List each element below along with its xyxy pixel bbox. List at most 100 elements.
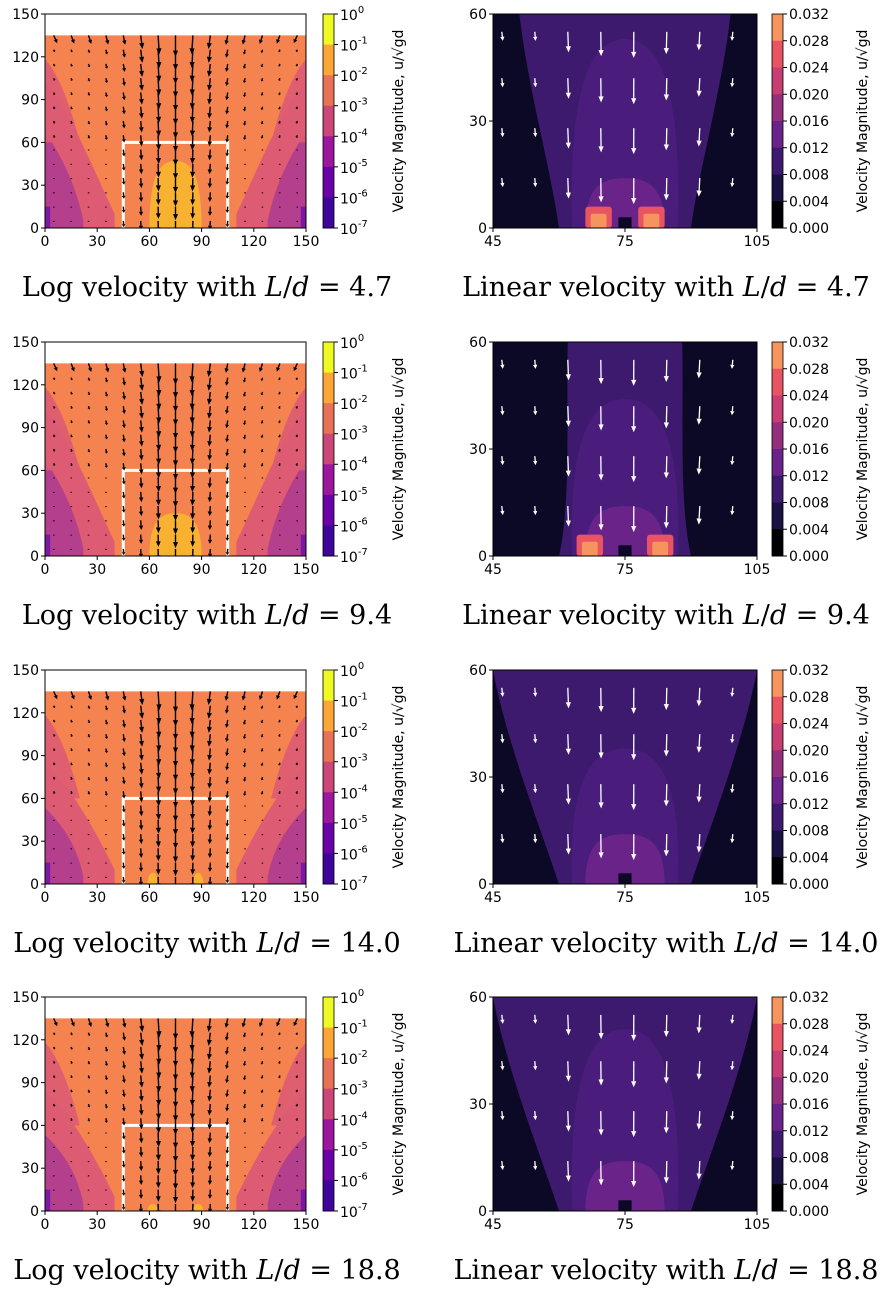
vector-2-5-head: [663, 800, 669, 807]
vector-6-9-shaft: [209, 135, 211, 142]
vector-6-9-head: [207, 1124, 213, 1130]
vector-9-8-shaft: [191, 748, 194, 760]
contour-band-left-inner: [45, 1134, 84, 1211]
vector-1-4-head: [121, 1192, 126, 1196]
vector-1-2-head: [87, 207, 90, 208]
vector-9-8-shaft: [191, 92, 194, 104]
vector-0-11-head: [243, 1204, 247, 1206]
vector-0-10-head: [225, 880, 230, 883]
vector-13-8-shaft: [191, 691, 194, 705]
vector-12-3-shaft: [105, 49, 108, 53]
vector-1-3-head: [104, 535, 108, 536]
vector-0-0-head: [500, 364, 505, 369]
vector-3-10-head: [225, 181, 230, 185]
vector-12-0-head: [52, 1033, 56, 1036]
x-tick-label-2: 105: [744, 890, 771, 906]
vector-5-12-head: [261, 477, 264, 479]
vector-1-8-head: [190, 869, 196, 875]
vector-9-13-head: [278, 93, 281, 96]
vector-10-8-head: [189, 89, 195, 96]
vector-8-13-head: [278, 435, 281, 438]
vector-8-6-head: [156, 116, 162, 123]
vector-2-5-head: [138, 1180, 144, 1185]
vector-12-6-head: [156, 389, 162, 397]
vector-7-0-head: [52, 1104, 56, 1107]
colorbar-label: Velocity Magnitude, u/√gd: [855, 30, 871, 213]
vector-13-1-head: [70, 695, 75, 700]
caption-6: Log velocity with L/d = 18.8: [13, 1255, 400, 1286]
vector-2-0-shaft: [501, 456, 504, 462]
vector-11-12-shaft: [261, 719, 264, 722]
y-tick-label-1: 30: [469, 770, 487, 786]
vector-0-2-head: [87, 1204, 90, 1206]
x-tick-label-3: 90: [193, 562, 211, 578]
colorbar-segment-5: [323, 1149, 334, 1181]
vector-11-11-head: [242, 66, 247, 69]
caption-0: Log velocity with L/d = 4.7: [22, 272, 392, 303]
vector-4-2-head: [87, 492, 90, 493]
y-tick-label-5: 150: [12, 990, 39, 1006]
y-tick-label-2: 60: [21, 463, 39, 479]
vector-9-8-head: [189, 1086, 195, 1093]
vector-0-1-head: [533, 364, 538, 369]
vector-11-12-shaft: [261, 1046, 264, 1049]
vector-10-6-head: [156, 417, 162, 424]
vector-13-11-shaft: [243, 691, 246, 697]
colorbar-segment-0: [323, 997, 334, 1029]
vector-10-9-head: [207, 412, 212, 419]
y-tick-label-1: 30: [21, 1161, 39, 1177]
vector-9-3-shaft: [105, 1075, 108, 1079]
vector-2-4-head: [121, 1178, 126, 1182]
vector-12-0-shaft: [53, 49, 55, 52]
vector-1-14-head: [295, 1189, 299, 1191]
vector-6-4-head: [121, 1121, 126, 1126]
vector-7-12-head: [260, 122, 264, 125]
colorbar-segment-1: [772, 40, 783, 68]
vector-12-7-head: [172, 392, 179, 399]
vector-10-0-head: [52, 407, 56, 409]
colorbar-tick-label-7: 0.004: [789, 194, 829, 210]
vector-2-14-head: [295, 1175, 299, 1177]
vector-8-7-head: [172, 1101, 179, 1108]
vector-9-1-head: [70, 749, 73, 752]
colorbar-tick-label-3: 10-3: [340, 97, 368, 116]
vector-3-11-head: [243, 178, 247, 180]
vector-12-5-shaft: [140, 705, 143, 714]
vector-10-2-head: [87, 79, 91, 82]
vector-8-6-head: [156, 444, 162, 451]
vector-0-2-shaft: [567, 31, 570, 47]
vector-7-1-head: [70, 778, 73, 780]
vector-0-13-head: [278, 221, 282, 223]
vector-7-9-shaft: [209, 776, 211, 784]
colorbar-segment-1: [323, 1027, 334, 1059]
vector-12-4-shaft: [122, 705, 125, 711]
vector-3-2-head: [87, 178, 90, 180]
vector-11-14-shaft: [296, 63, 298, 66]
vector-5-6-head: [155, 813, 162, 821]
vector-0-0-head: [500, 692, 505, 697]
colorbar-tick-label-0: 100: [340, 661, 364, 680]
jet-lobe-1: [192, 872, 204, 884]
centre-gap: [618, 545, 632, 556]
colorbar-tick-label-1: 10-1: [340, 1019, 368, 1038]
vector-9-9-head: [207, 754, 213, 761]
vector-9-9-shaft: [208, 1075, 211, 1083]
hotspot-inner-1: [643, 213, 660, 228]
vector-6-4-shaft: [122, 463, 125, 468]
vector-0-3-head: [598, 378, 604, 385]
vector-2-14-head: [295, 520, 299, 522]
colorbar-tick-label-4: 10-4: [340, 455, 368, 474]
vector-3-2-head: [565, 848, 571, 855]
vector-7-10-head: [225, 1107, 230, 1112]
vector-9-5-head: [138, 1081, 144, 1088]
colorbar-segment-7: [772, 529, 783, 557]
vector-5-11-head: [243, 805, 247, 807]
vector-3-3-head: [104, 506, 108, 508]
vector-1-9-head: [207, 1194, 213, 1199]
vector-0-5-head: [663, 704, 669, 711]
vector-13-5-shaft: [140, 35, 143, 44]
vector-2-2-shaft: [567, 456, 570, 471]
vector-10-11-head: [242, 1063, 247, 1066]
vector-10-5-head: [139, 1067, 144, 1074]
vector-9-8-shaft: [191, 1075, 194, 1087]
